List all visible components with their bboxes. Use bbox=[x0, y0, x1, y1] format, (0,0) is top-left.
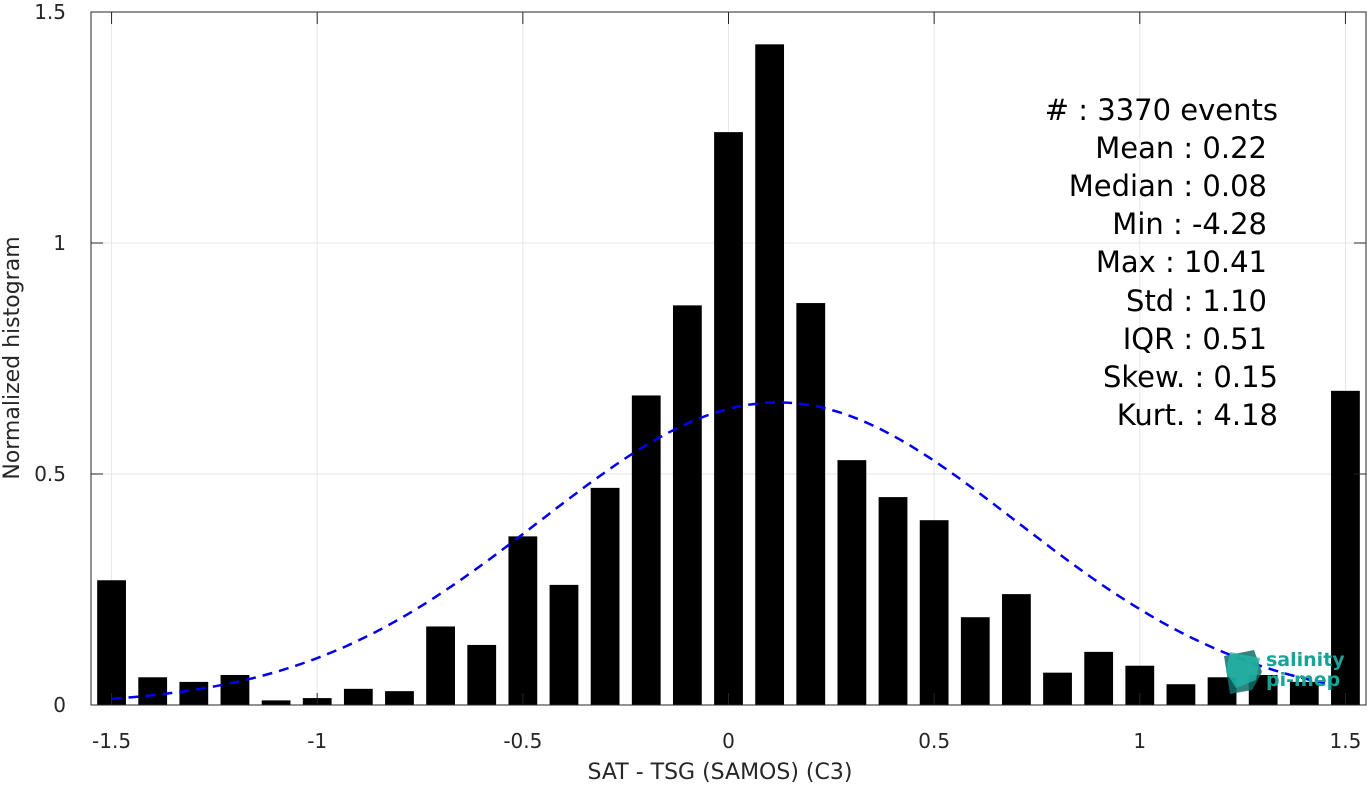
x-tick-label: -1.5 bbox=[92, 729, 131, 753]
histogram-bar bbox=[837, 460, 867, 705]
y-tick-label: 0 bbox=[53, 693, 66, 717]
axis-ticks bbox=[91, 11, 1366, 706]
stat-events: # : 3370 events bbox=[1045, 93, 1278, 127]
histogram-bars bbox=[97, 44, 1360, 705]
x-tick-label: 1.5 bbox=[1330, 729, 1362, 753]
histogram-bar bbox=[549, 584, 579, 705]
stat-std: Std : 1.10 bbox=[1126, 284, 1267, 318]
histogram-bar bbox=[426, 626, 455, 705]
x-tick-label: 0.5 bbox=[918, 729, 950, 753]
stat-median: Median : 0.08 bbox=[1069, 169, 1267, 203]
stat-min: Min : -4.28 bbox=[1112, 207, 1267, 241]
histogram-bar bbox=[467, 644, 497, 705]
histogram-bar bbox=[220, 674, 250, 705]
salinity-pimep-logo: salinity pi-mep bbox=[1224, 649, 1345, 694]
histogram-bar bbox=[1166, 684, 1196, 705]
stat-max: Max : 10.41 bbox=[1096, 245, 1267, 279]
histogram-bar bbox=[138, 677, 168, 705]
logo-line1: salinity bbox=[1266, 649, 1345, 671]
histogram-bar bbox=[631, 395, 661, 705]
histogram-bar bbox=[1289, 681, 1319, 705]
histogram-bar bbox=[878, 497, 908, 705]
y-tick-label: 1.5 bbox=[34, 0, 66, 24]
stat-mean: Mean : 0.22 bbox=[1095, 131, 1267, 165]
histogram-bar bbox=[714, 132, 743, 705]
histogram-bar bbox=[97, 580, 126, 705]
x-axis-label: SAT - TSG (SAMOS) (C3) bbox=[588, 760, 853, 785]
x-tick-label: -1 bbox=[307, 729, 327, 753]
histogram-bar bbox=[919, 520, 949, 705]
logo-shape-front bbox=[1226, 652, 1260, 688]
stat-skew: Skew. : 0.15 bbox=[1103, 360, 1278, 394]
logo-line2: pi-mep bbox=[1266, 669, 1340, 691]
histogram-bar bbox=[796, 303, 826, 705]
x-tick-label: -0.5 bbox=[503, 729, 542, 753]
histogram-bar bbox=[1002, 594, 1031, 705]
histogram-bar bbox=[343, 688, 373, 705]
stat-iqr: IQR : 0.51 bbox=[1123, 322, 1267, 356]
histogram-bar bbox=[960, 617, 990, 705]
stat-kurt: Kurt. : 4.18 bbox=[1117, 398, 1278, 432]
gaussian-fit-curve bbox=[111, 401, 1326, 701]
histogram-bar bbox=[261, 700, 291, 705]
histogram-bar bbox=[672, 305, 702, 705]
x-tick-label: 0 bbox=[722, 729, 735, 753]
y-tick-labels: 0 0.5 1 1.5 bbox=[34, 0, 66, 717]
histogram-bar bbox=[385, 691, 414, 705]
y-tick-label: 1 bbox=[53, 231, 66, 255]
histogram-bar bbox=[590, 487, 620, 705]
histogram-bar bbox=[1084, 651, 1114, 705]
y-axis-label: Normalized histogram bbox=[0, 236, 25, 479]
histogram-bar bbox=[508, 536, 538, 705]
stats-box: # : 3370 events Mean : 0.22 Median : 0.0… bbox=[1045, 93, 1278, 432]
histogram-bar bbox=[1331, 390, 1360, 705]
histogram-bar bbox=[755, 44, 785, 705]
x-tick-label: 1 bbox=[1133, 729, 1146, 753]
x-tick-labels: -1.5 -1 -0.5 0 0.5 1 1.5 bbox=[92, 729, 1361, 753]
y-tick-label: 0.5 bbox=[34, 462, 66, 486]
histogram-bar bbox=[179, 681, 209, 705]
histogram-bar bbox=[1043, 672, 1072, 705]
